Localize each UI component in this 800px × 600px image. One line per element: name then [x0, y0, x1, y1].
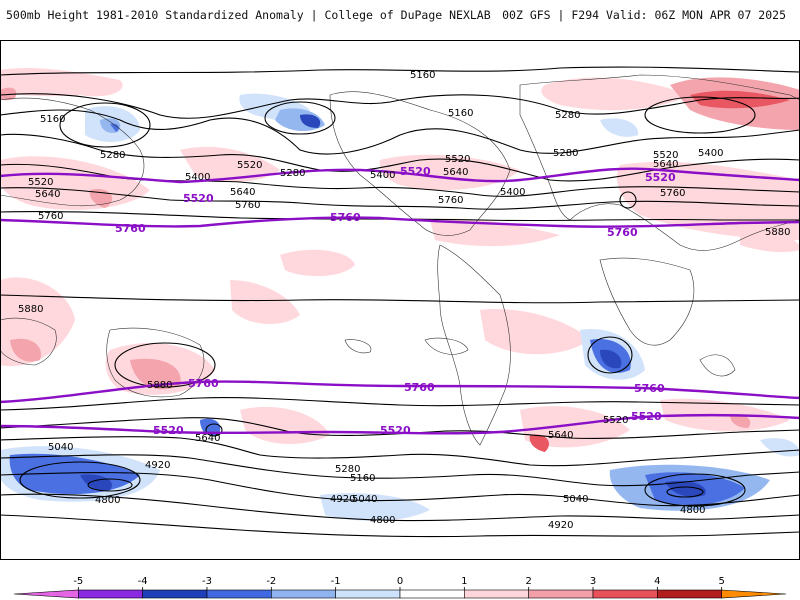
colorbar-segment [592, 589, 658, 599]
contour-label: 5520 [653, 150, 678, 161]
colorbar-tick-label: 0 [397, 576, 403, 587]
contour-label: 4920 [145, 460, 170, 471]
colorbar-tick-label: -2 [266, 576, 276, 587]
colorbar-tick-label: -3 [202, 576, 212, 587]
colorbar-tick-label: 3 [590, 576, 596, 587]
contour-label: 5160 [350, 473, 375, 484]
colorbar-segment [13, 589, 79, 599]
purple-contour-label: 5520 [400, 165, 431, 178]
colorbar-ticks: -5 -4 -3 -2 -1 0 1 2 3 4 5 [73, 576, 725, 590]
purple-contour-label: 5520 [183, 192, 214, 205]
purple-contour-label: 5520 [631, 410, 662, 423]
contour-label: 5280 [280, 168, 305, 179]
contour-label: 5040 [563, 494, 588, 505]
contour-labels: 5160 5160 5160 5280 5280 5280 5280 5400 … [18, 70, 790, 531]
colorbar-segment [464, 589, 529, 599]
colorbar-segment [78, 589, 143, 599]
colorbar-segment [657, 589, 722, 599]
purple-contour-label: 5760 [188, 377, 219, 390]
purple-contour-label: 5520 [153, 424, 184, 437]
contour-label: 5040 [352, 494, 377, 505]
model-run-info: 00Z GFS | F294 Valid: 06Z MON APR 07 202… [502, 8, 786, 22]
contour-label: 5760 [660, 188, 685, 199]
contour-label: 5280 [335, 464, 360, 475]
purple-contour-label: 5760 [404, 381, 435, 394]
purple-contour-label: 5760 [115, 222, 146, 235]
contour-label: 5880 [18, 304, 43, 315]
contour-label: 5400 [185, 172, 210, 183]
contour-label: 5640 [443, 167, 468, 178]
colorbar-tick-label: -5 [73, 576, 83, 587]
contour-label: 5280 [553, 148, 578, 159]
contour-label: 5040 [48, 442, 73, 453]
purple-contours [0, 167, 800, 435]
contour-label: 5640 [548, 430, 573, 441]
contour-label: 5760 [38, 211, 63, 222]
contour-label: 5640 [195, 433, 220, 444]
map-title: 500mb Height 1981-2010 Standardized Anom… [6, 8, 491, 22]
anomaly-map: 5160 5160 5160 5280 5280 5280 5280 5400 … [0, 40, 800, 560]
contour-label: 5520 [445, 154, 470, 165]
colorbar-tick-label: -1 [331, 576, 341, 587]
coastlines [0, 74, 800, 446]
colorbar-tick-label: -4 [138, 576, 148, 587]
colorbar-segments [13, 589, 787, 599]
height-contours [0, 66, 800, 538]
contour-label: 5760 [438, 195, 463, 206]
contour-label: 5160 [410, 70, 435, 81]
contour-label: 5160 [448, 108, 473, 119]
contour-label: 5640 [230, 187, 255, 198]
contour-label: 4800 [680, 505, 705, 516]
colorbar-tick-label: 2 [525, 576, 531, 587]
contour-label: 5880 [147, 380, 172, 391]
contour-label: 5280 [100, 150, 125, 161]
contour-label: 4800 [95, 495, 120, 506]
contour-label: 5400 [500, 187, 525, 198]
contour-label: 5280 [555, 110, 580, 121]
purple-contour-label: 5520 [380, 424, 411, 437]
purple-contour-labels: 5520 5520 5520 5760 5760 5760 5760 5760 … [115, 165, 676, 437]
contour-label: 4920 [330, 494, 355, 505]
colorbar-tick-label: 5 [718, 576, 724, 587]
contour-label: 5400 [698, 148, 723, 159]
contour-label: 5640 [35, 189, 60, 200]
contour-label: 5520 [237, 160, 262, 171]
contour-label: 5400 [370, 170, 395, 181]
purple-contour-label: 5520 [645, 171, 676, 184]
colorbar-segment [399, 589, 465, 599]
header: 500mb Height 1981-2010 Standardized Anom… [0, 0, 800, 40]
contour-label: 5520 [28, 177, 53, 188]
colorbar-segment [142, 589, 208, 599]
contour-label: 5880 [765, 227, 790, 238]
colorbar-segment [206, 589, 272, 599]
contour-label: 4920 [548, 520, 573, 531]
contour-label: 4800 [370, 515, 395, 526]
contour-label: 5640 [653, 159, 678, 170]
purple-contour-label: 5760 [330, 211, 361, 224]
colorbar-segment [271, 589, 336, 599]
contour-label: 5760 [235, 200, 260, 211]
colorbar-segment [721, 589, 787, 599]
contour-label: 5520 [603, 415, 628, 426]
contour-label: 5160 [40, 114, 65, 125]
colorbar-segment [528, 589, 594, 599]
colorbar: -5 -4 -3 -2 -1 0 1 2 3 4 5 [13, 576, 787, 599]
colorbar-tick-label: 1 [461, 576, 467, 587]
colorbar-segment [335, 589, 401, 599]
purple-contour-label: 5760 [634, 382, 665, 395]
purple-contour-label: 5760 [607, 226, 638, 239]
colorbar-tick-label: 4 [654, 576, 660, 587]
